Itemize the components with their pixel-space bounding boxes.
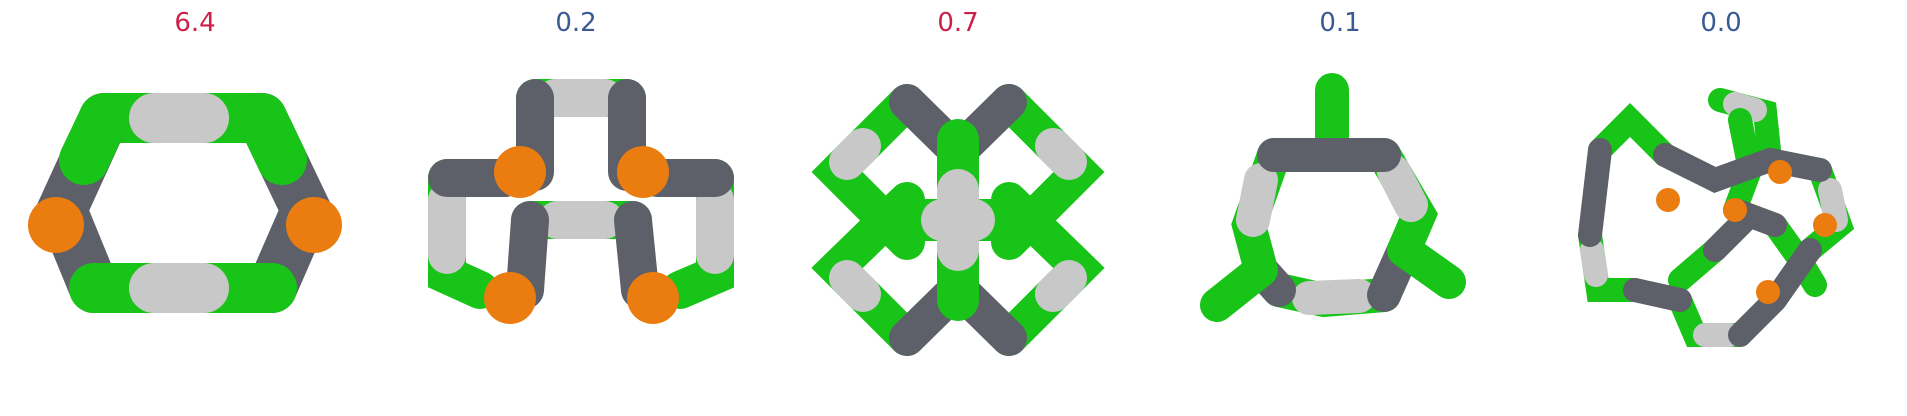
panel-score: 6.4 [174, 8, 216, 38]
panel-score: 0.7 [937, 8, 979, 38]
molecule-render [811, 84, 1105, 356]
molecule-render [428, 79, 734, 324]
structure-panel-4: 0.1 [1149, 0, 1531, 416]
panel-score: 0.2 [555, 8, 597, 38]
structure-panel-1: 6.4 [4, 0, 386, 416]
panel-score: 0.0 [1700, 8, 1742, 38]
molecule-render [28, 93, 342, 313]
molecule-render [1200, 73, 1466, 322]
panel-score: 0.1 [1319, 8, 1361, 38]
structure-panel-3: 0.7 [767, 0, 1149, 416]
structure-panel-2: 0.2 [385, 0, 767, 416]
molecule-render [1578, 88, 1855, 347]
structure-panel-5: 0.0 [1530, 0, 1907, 416]
